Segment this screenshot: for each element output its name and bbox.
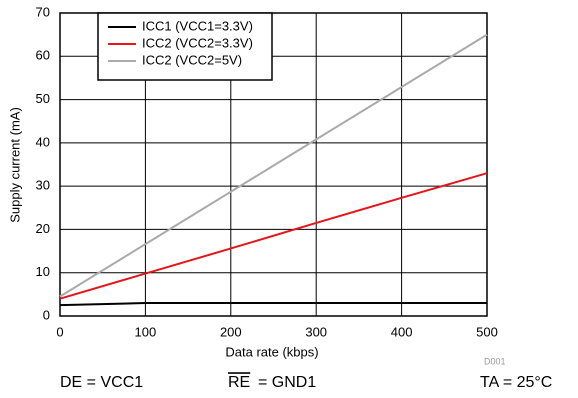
y-tick-label: 40 [36,134,50,149]
annotation: TA = 25°C [480,374,552,391]
x-tick-label: 100 [135,324,157,339]
series-line [59,33,488,298]
y-tick-label: 60 [36,48,50,63]
x-tick-label: 200 [220,324,242,339]
legend-label: ICC2 (VCC2=3.3V) [142,35,253,50]
legend-label: ICC1 (VCC1=3.3V) [142,18,253,33]
annotation: RE [228,374,250,391]
plot-frame [59,12,488,317]
x-tick-label: 500 [476,324,498,339]
annotation: DE = VCC1 [60,374,143,391]
x-tick-label: 400 [391,324,413,339]
y-tick-label: 50 [36,91,50,106]
series-line [59,302,487,307]
legend-label: ICC2 (VCC2=5V) [142,52,242,67]
x-axis-label: Data rate (kbps) [225,344,318,359]
y-tick-label: 70 [36,4,50,19]
y-tick-label: 30 [36,178,50,193]
annotation: = GND1 [258,374,316,391]
x-tick-label: 0 [56,324,63,339]
figure-id: D001 [484,356,506,366]
y-tick-label: 10 [36,264,50,279]
y-tick-label: 0 [43,307,50,322]
series-line [59,172,488,300]
legend-box [97,12,273,81]
y-tick-label: 20 [36,221,50,236]
x-tick-label: 300 [305,324,327,339]
y-axis-label: Supply current (mA) [7,107,22,223]
